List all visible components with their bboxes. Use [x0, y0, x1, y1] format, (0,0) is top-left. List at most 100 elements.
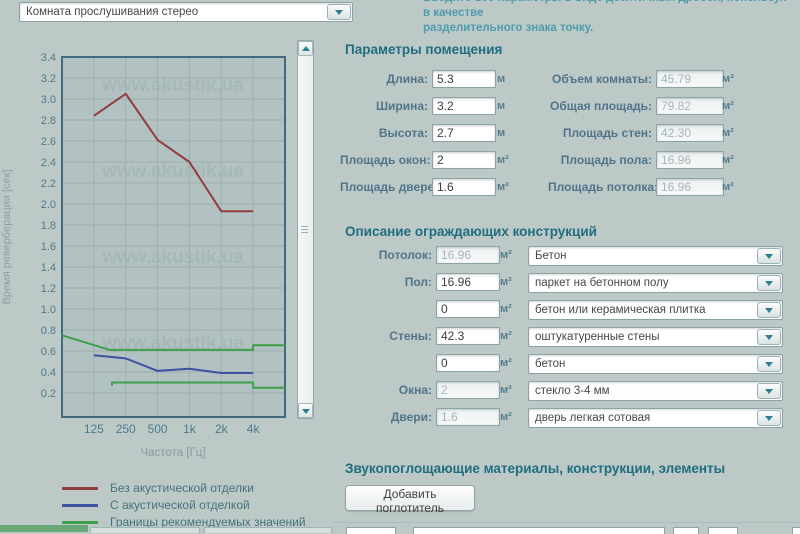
- select-value: оштукатуренные стены: [535, 331, 660, 343]
- svg-text:4k: 4k: [247, 422, 261, 436]
- total-area-label: Общая площадь:: [549, 99, 652, 113]
- legend-label: С акустической отделкой: [110, 498, 250, 512]
- floor2-material-select[interactable]: бетон или керамическая плитка: [528, 300, 783, 320]
- instructions-note: Вводите все параметры в виде десятичных …: [423, 0, 795, 36]
- unit-label: м³: [722, 73, 734, 85]
- unit-label: м²: [500, 330, 512, 342]
- svg-text:1.4: 1.4: [41, 262, 56, 274]
- ceiling-label: Потолок:: [378, 248, 432, 262]
- svg-text:2.2: 2.2: [41, 178, 56, 190]
- svg-text:500: 500: [148, 422, 168, 436]
- absorber-table-cutoff: [0, 525, 88, 532]
- chevron-down-icon[interactable]: [757, 248, 781, 264]
- unit-label: м²: [722, 127, 734, 139]
- svg-text:250: 250: [116, 422, 136, 436]
- absorber-button-cutoff[interactable]: [673, 527, 699, 534]
- unit-label: м²: [722, 181, 734, 193]
- select-value: паркет на бетонном полу: [535, 277, 669, 289]
- absorber-qty-input-cutoff[interactable]: [346, 527, 396, 534]
- floor-material-select[interactable]: паркет на бетонном полу: [528, 273, 783, 293]
- reverberation-chart: www.akustik.ua www.akustik.ua www.akustik.…: [1, 52, 286, 459]
- windows-material-select[interactable]: стекло 3-4 мм: [528, 381, 783, 401]
- chevron-down-icon[interactable]: [757, 302, 781, 318]
- absorber-table-cell-cutoff: [90, 527, 200, 533]
- volume-field: [656, 70, 724, 88]
- legend-label: Без акустической отделки: [110, 481, 255, 495]
- svg-text:3.4: 3.4: [41, 52, 56, 64]
- select-value: бетон: [535, 358, 566, 370]
- svg-text:2.0: 2.0: [41, 199, 56, 211]
- ceiling-material-select[interactable]: Бетон: [528, 246, 783, 266]
- svg-text:2k: 2k: [215, 422, 229, 436]
- floor-label: Пол:: [404, 275, 432, 289]
- width-input[interactable]: [432, 97, 496, 115]
- unit-label: м²: [500, 276, 512, 288]
- windows-label: Окна:: [398, 383, 432, 397]
- unit-label: м²: [497, 181, 509, 193]
- chevron-down-icon[interactable]: [757, 410, 781, 426]
- chart-scrollbar[interactable]: [297, 40, 314, 419]
- svg-text:3.2: 3.2: [41, 73, 56, 85]
- total-area-field: [656, 97, 724, 115]
- walls-area-label: Площадь стен:: [562, 126, 652, 140]
- chevron-down-icon[interactable]: [757, 329, 781, 345]
- legend-line-blue: [62, 503, 98, 507]
- chevron-down-icon[interactable]: [757, 275, 781, 291]
- doors-area-field: [436, 408, 500, 426]
- absorber-control-cutoff[interactable]: [792, 527, 800, 534]
- unit-label: м²: [500, 411, 512, 423]
- windows-area-field: [436, 381, 500, 399]
- svg-text:2.8: 2.8: [41, 115, 56, 127]
- svg-text:www.akustik.ua: www.akustik.ua: [101, 247, 244, 268]
- add-absorber-button[interactable]: Добавить поглотитель: [345, 485, 475, 515]
- select-value: Бетон: [535, 250, 567, 262]
- svg-text:www.akustik.ua: www.akustik.ua: [101, 75, 244, 96]
- svg-text:Частота [Гц]: Частота [Гц]: [140, 447, 205, 459]
- walls2-area-input[interactable]: [436, 354, 500, 372]
- unit-label: м: [497, 73, 506, 85]
- svg-text:2.4: 2.4: [41, 157, 56, 169]
- absorber-table-cell-cutoff: [204, 527, 332, 533]
- chevron-down-icon[interactable]: [757, 383, 781, 399]
- section-title-room-params: Параметры помещения: [345, 42, 503, 57]
- svg-text:1.6: 1.6: [41, 241, 56, 253]
- windows-area-input[interactable]: [432, 151, 496, 169]
- walls-material-select[interactable]: оштукатуренные стены: [528, 327, 783, 347]
- svg-text:1k: 1k: [183, 422, 197, 436]
- legend-line-red: [62, 486, 98, 490]
- length-label: Длина:: [386, 72, 428, 86]
- chevron-down-icon[interactable]: [757, 356, 781, 372]
- select-value: дверь легкая сотовая: [535, 412, 651, 424]
- svg-text:Время реверберации [сек]: Время реверберации [сек]: [1, 169, 13, 304]
- doors-material-select[interactable]: дверь легкая сотовая: [528, 408, 783, 428]
- walls-area-input[interactable]: [436, 327, 500, 345]
- select-value: стекло 3-4 мм: [535, 385, 610, 397]
- floor-area-input[interactable]: [436, 273, 500, 291]
- walls2-material-select[interactable]: бетон: [528, 354, 783, 374]
- legend-line-green: [62, 520, 98, 524]
- scroll-up-icon[interactable]: [298, 41, 313, 56]
- legend-label: Границы рекомендуемых значений: [110, 515, 306, 529]
- section-title-constructions: Описание ограждающих конструкций: [345, 224, 597, 239]
- legend-item: С акустической отделкой: [62, 498, 250, 512]
- chevron-down-icon[interactable]: [327, 4, 351, 20]
- height-input[interactable]: [432, 124, 496, 142]
- svg-text:3.0: 3.0: [41, 94, 56, 106]
- unit-label: м²: [722, 154, 734, 166]
- volume-label: Объем комнаты:: [551, 72, 652, 86]
- windows-area-label: Площадь окон:: [340, 153, 431, 167]
- section-title-absorbers: Звукопоглощающие материалы, конструкции,…: [345, 461, 726, 476]
- doors-area-input[interactable]: [432, 178, 496, 196]
- unit-label: м: [497, 127, 506, 139]
- svg-text:0.4: 0.4: [41, 367, 56, 379]
- length-input[interactable]: [432, 70, 496, 88]
- divider: [332, 522, 800, 523]
- floor2-area-input[interactable]: [436, 300, 500, 318]
- scroll-down-icon[interactable]: [298, 403, 313, 418]
- room-preset-select[interactable]: Комната прослушивания стерео: [19, 2, 353, 22]
- absorber-button-cutoff[interactable]: [708, 527, 738, 534]
- svg-text:1.2: 1.2: [41, 283, 56, 295]
- unit-label: м²: [500, 249, 512, 261]
- absorber-material-select-cutoff[interactable]: [413, 527, 665, 534]
- width-label: Ширина:: [375, 99, 428, 113]
